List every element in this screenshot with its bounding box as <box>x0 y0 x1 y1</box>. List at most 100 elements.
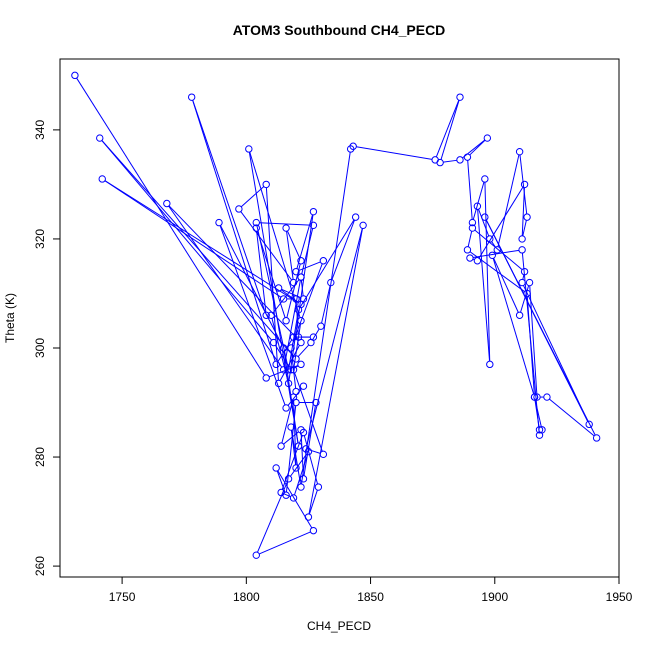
data-point <box>245 145 253 153</box>
series-line-segment <box>286 230 301 259</box>
data-point <box>486 360 494 369</box>
x-tick-label: 1850 <box>357 590 384 604</box>
data-point <box>359 221 367 230</box>
data-point <box>163 199 171 208</box>
series-line-segment <box>277 470 313 529</box>
series-line-segment <box>356 146 433 160</box>
data-point <box>289 333 298 341</box>
data-point <box>299 475 308 483</box>
data-point <box>272 360 280 369</box>
data-point <box>294 333 303 341</box>
data-point <box>463 153 472 161</box>
data-point <box>468 218 477 227</box>
series-line-segment <box>321 285 331 324</box>
data-point <box>466 254 474 262</box>
x-tick-label: 1900 <box>481 590 508 604</box>
series-line-segment <box>240 211 293 281</box>
y-axis: 260 280 300 320 340 <box>33 120 60 576</box>
series-line-segment <box>331 219 355 280</box>
data-point <box>319 450 328 459</box>
data-point <box>299 295 308 303</box>
data-point <box>297 257 305 265</box>
data-point <box>289 494 298 502</box>
series-line-segment <box>76 77 265 376</box>
data-point <box>483 134 492 142</box>
series-line-segment <box>104 180 282 298</box>
series-line-segment <box>257 481 288 553</box>
series-line-segment <box>485 219 596 436</box>
series-line-segment <box>256 231 267 313</box>
series-line-segment <box>290 351 297 389</box>
data-point <box>269 338 278 347</box>
data-point <box>71 71 79 80</box>
series-line-segment <box>276 470 286 493</box>
series-line-segment <box>300 152 351 484</box>
series-line-segment <box>492 258 535 395</box>
series-line-segment <box>168 205 300 341</box>
series-line-segment <box>478 209 490 237</box>
series-line-segment <box>497 154 520 247</box>
data-point <box>292 267 300 276</box>
series-line-segment <box>522 220 527 236</box>
data-point <box>456 93 464 101</box>
chart-title: ATOM3 Southbound CH4_PECD <box>233 22 446 38</box>
series-line-segment <box>286 263 301 318</box>
data-point <box>289 366 298 374</box>
data-point <box>284 366 293 374</box>
data-point <box>309 207 318 216</box>
data-point <box>493 246 501 254</box>
data-point <box>274 379 283 388</box>
data-point <box>287 423 295 431</box>
series-line-segment <box>101 140 272 341</box>
x-axis-label: CH4_PECD <box>307 619 371 633</box>
series-line-segment <box>300 432 304 476</box>
series-group <box>71 71 601 559</box>
data-point <box>282 317 290 325</box>
data-point <box>486 235 494 243</box>
series-line-segment <box>293 323 302 367</box>
data-point <box>520 180 529 189</box>
series-line-segment <box>493 257 519 313</box>
data-point <box>351 213 360 221</box>
data-point <box>297 426 305 434</box>
data-point <box>289 393 298 401</box>
data-point <box>592 434 601 442</box>
data-point <box>287 344 295 352</box>
series-line-segment <box>283 431 299 445</box>
series-line-segment <box>291 263 323 346</box>
series-line-segment <box>220 225 283 346</box>
data-point <box>282 491 290 499</box>
data-point <box>488 251 496 259</box>
data-point <box>96 134 104 142</box>
data-point <box>518 235 526 243</box>
data-point <box>538 426 546 434</box>
series-line-segment <box>192 100 276 362</box>
series-line-segment <box>472 181 485 220</box>
data-point <box>309 526 318 535</box>
data-point <box>215 218 223 227</box>
data-point <box>481 175 489 183</box>
data-point <box>252 551 260 559</box>
series-line-segment <box>291 430 301 484</box>
data-point <box>585 420 593 429</box>
data-point <box>312 398 320 407</box>
series-line-segment <box>297 344 310 357</box>
series-line-segment <box>473 249 520 259</box>
data-point <box>317 322 325 330</box>
data-point <box>319 257 328 265</box>
y-tick-label: 260 <box>33 556 47 576</box>
data-point <box>304 447 313 456</box>
data-point <box>279 295 288 303</box>
series-line-segment <box>526 296 535 394</box>
data-point <box>279 344 288 352</box>
series-line-segment <box>104 180 299 304</box>
series-line-segment <box>283 280 301 367</box>
series-line-segment <box>303 405 316 476</box>
data-point <box>292 464 300 472</box>
series-line-segment <box>286 231 294 280</box>
series-line-segment <box>469 139 486 156</box>
series-line-segment <box>534 400 542 427</box>
series-line-segment <box>219 225 286 406</box>
data-point <box>481 213 489 221</box>
x-tick-label: 1750 <box>109 590 136 604</box>
